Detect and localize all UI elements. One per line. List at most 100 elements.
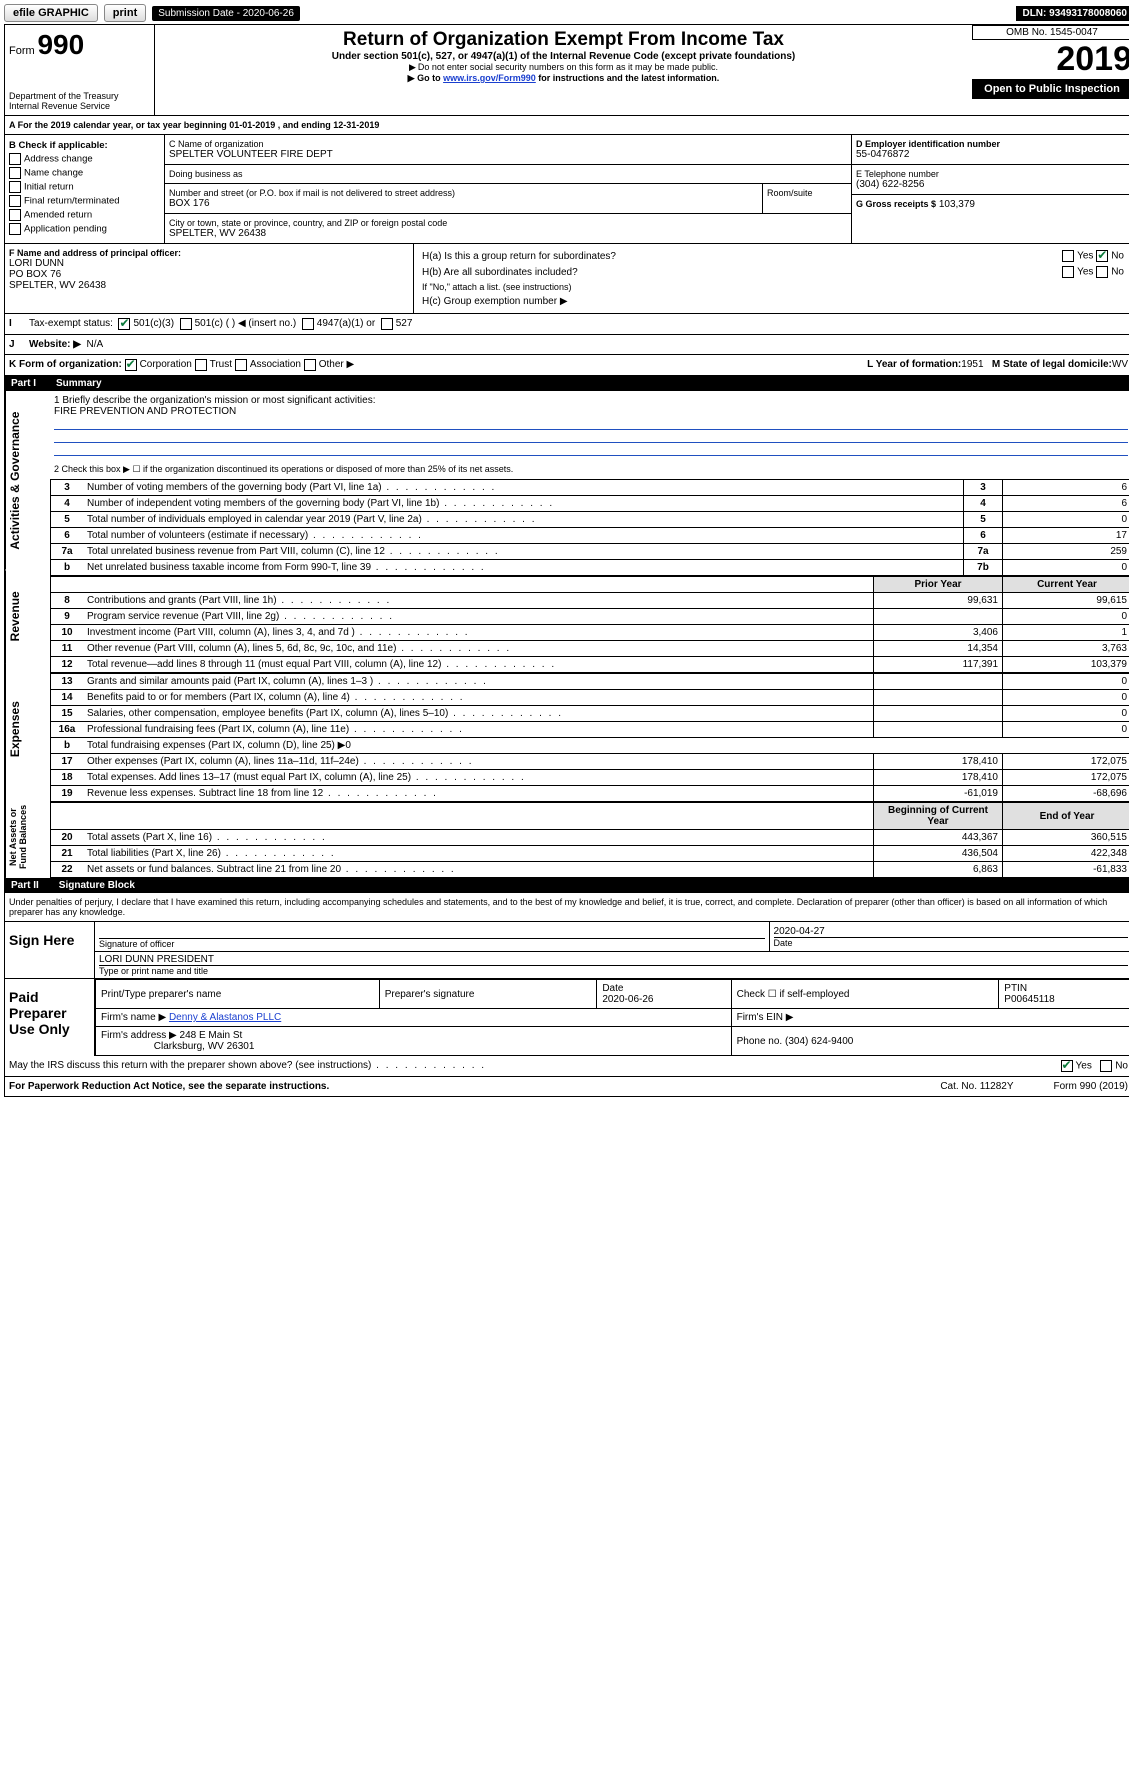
part2-header: Part II Signature Block <box>5 878 1129 893</box>
checkbox-icon[interactable] <box>1096 250 1108 262</box>
l-value: 1951 <box>961 359 983 371</box>
form-subtitle: Under section 501(c), 527, or 4947(a)(1)… <box>159 51 968 62</box>
submission-date: Submission Date - 2020-06-26 <box>152 6 300 21</box>
block-b: B Check if applicable: Address change Na… <box>5 135 165 243</box>
sig-officer-label: Signature of officer <box>99 938 765 949</box>
checkbox-icon[interactable] <box>125 359 137 371</box>
firm-name-link[interactable]: Denny & Alastanos PLLC <box>169 1012 281 1023</box>
goto-note: ▶ Go to www.irs.gov/Form990 for instruct… <box>159 73 968 84</box>
vlabel-net: Net Assets or Fund Balances <box>5 796 50 878</box>
table-row: 15Salaries, other compensation, employee… <box>51 706 1129 722</box>
dba-label: Doing business as <box>165 165 851 184</box>
table-row: 6Total number of volunteers (estimate if… <box>51 528 1129 544</box>
part2-num: Part II <box>11 880 39 891</box>
discuss-row: May the IRS discuss this return with the… <box>5 1056 1129 1077</box>
part1-num: Part I <box>11 378 36 389</box>
summary-table-rev: Prior Year Current Year 8Contributions a… <box>50 576 1129 673</box>
table-row: 18Total expenses. Add lines 13–17 (must … <box>51 770 1129 786</box>
checkbox-icon[interactable] <box>9 195 21 207</box>
street-label: Number and street (or P.O. box if mail i… <box>169 188 758 198</box>
phone-value: (304) 622-8256 <box>856 179 1128 190</box>
pra-notice: For Paperwork Reduction Act Notice, see … <box>9 1081 329 1092</box>
print-button[interactable]: print <box>104 4 146 22</box>
block-c: C Name of organization SPELTER VOLUNTEER… <box>165 135 852 243</box>
penalties-text: Under penalties of perjury, I declare th… <box>5 893 1129 921</box>
officer-addr2: SPELTER, WV 26438 <box>9 280 409 291</box>
taxexempt-label: Tax-exempt status: <box>29 318 113 330</box>
sig-date-label: Date <box>774 937 1128 948</box>
ptin-value: P00645118 <box>1004 994 1054 1005</box>
ssn-note: Do not enter social security numbers on … <box>159 62 968 73</box>
goto-post: for instructions and the latest informat… <box>536 73 720 83</box>
checkbox-icon[interactable] <box>1062 250 1074 262</box>
firm-addr-label: Firm's address ▶ <box>101 1030 177 1041</box>
hb-label: H(b) Are all subordinates included? <box>418 264 945 280</box>
c-label: C Name of organization <box>169 139 847 149</box>
prep-check: Check ☐ if self-employed <box>731 980 999 1009</box>
block-deg: D Employer identification number 55-0476… <box>852 135 1129 243</box>
dln: DLN: 93493178008060 <box>1016 6 1129 21</box>
hc-label: H(c) Group exemption number ▶ <box>418 294 1128 309</box>
efile-button[interactable]: efile GRAPHIC <box>4 4 98 22</box>
irs-link[interactable]: www.irs.gov/Form990 <box>443 73 536 83</box>
table-row: 8Contributions and grants (Part VIII, li… <box>51 593 1129 609</box>
tax-year: 2019 <box>972 40 1129 79</box>
q2-text: 2 Check this box ▶ ☐ if the organization… <box>50 460 1129 479</box>
block-f: F Name and address of principal officer:… <box>5 244 414 313</box>
line-a-period: A For the 2019 calendar year, or tax yea… <box>5 116 1129 135</box>
firm-name-label: Firm's name ▶ <box>101 1012 166 1023</box>
ein-value: 55-0476872 <box>856 149 1128 160</box>
firm-phone-label: Phone no. <box>737 1036 783 1047</box>
cat-no: Cat. No. 11282Y <box>940 1081 1013 1092</box>
g-label: G Gross receipts $ <box>856 199 936 209</box>
org-name: SPELTER VOLUNTEER FIRE DEPT <box>169 149 847 160</box>
table-row: 17Other expenses (Part IX, column (A), l… <box>51 754 1129 770</box>
checkbox-icon[interactable] <box>381 318 393 330</box>
checkbox-icon[interactable] <box>9 167 21 179</box>
checkbox-icon[interactable] <box>1096 266 1108 278</box>
top-bar: efile GRAPHIC print Submission Date - 20… <box>4 4 1129 22</box>
checkbox-icon[interactable] <box>180 318 192 330</box>
table-row: 14Benefits paid to or for members (Part … <box>51 690 1129 706</box>
paid-label: Paid Preparer Use Only <box>5 979 95 1056</box>
l-label: L Year of formation: <box>867 359 961 371</box>
checkbox-icon[interactable] <box>9 209 21 221</box>
officer-addr1: PO BOX 76 <box>9 269 409 280</box>
dept-treasury: Department of the Treasury <box>9 91 150 101</box>
prep-sig-h: Preparer's signature <box>379 980 597 1009</box>
vlabel-expenses: Expenses <box>5 663 50 796</box>
ptin-label: PTIN <box>1004 983 1027 994</box>
chk-final: Final return/terminated <box>9 194 160 208</box>
prep-name-h: Print/Type preparer's name <box>96 980 380 1009</box>
checkbox-icon[interactable] <box>235 359 247 371</box>
form-title: Return of Organization Exempt From Incom… <box>159 29 968 51</box>
checkbox-icon[interactable] <box>9 181 21 193</box>
checkbox-icon[interactable] <box>304 359 316 371</box>
checkbox-icon[interactable] <box>118 318 130 330</box>
checkbox-icon[interactable] <box>195 359 207 371</box>
summary-table-net: Beginning of Current Year End of Year 20… <box>50 802 1129 878</box>
checkbox-icon[interactable] <box>9 223 21 235</box>
table-row: 12Total revenue—add lines 8 through 11 (… <box>51 657 1129 673</box>
chk-pending: Application pending <box>9 222 160 236</box>
blue-line <box>54 417 1128 430</box>
checkbox-icon[interactable] <box>302 318 314 330</box>
vlabel-revenue: Revenue <box>5 570 50 663</box>
checkbox-icon[interactable] <box>1100 1060 1112 1072</box>
firm-ein-label: Firm's EIN ▶ <box>731 1009 1129 1027</box>
checkbox-icon[interactable] <box>1062 266 1074 278</box>
sign-here-label: Sign Here <box>5 922 95 978</box>
firm-phone: (304) 624-9400 <box>785 1036 853 1047</box>
part2-title: Signature Block <box>59 880 135 891</box>
section-fh: F Name and address of principal officer:… <box>5 244 1129 314</box>
table-row: bTotal fundraising expenses (Part IX, co… <box>51 738 1129 754</box>
form-container: Form 990 Department of the Treasury Inte… <box>4 24 1129 1097</box>
checkbox-icon[interactable] <box>9 153 21 165</box>
table-row: 19Revenue less expenses. Subtract line 1… <box>51 786 1129 802</box>
col-begin: Beginning of Current Year <box>874 803 1003 830</box>
table-row: 3Number of voting members of the governi… <box>51 480 1129 496</box>
checkbox-icon[interactable] <box>1061 1060 1073 1072</box>
paid-preparer-block: Paid Preparer Use Only Print/Type prepar… <box>5 978 1129 1056</box>
table-row: 16aProfessional fundraising fees (Part I… <box>51 722 1129 738</box>
sig-name-label: Type or print name and title <box>99 965 1128 976</box>
